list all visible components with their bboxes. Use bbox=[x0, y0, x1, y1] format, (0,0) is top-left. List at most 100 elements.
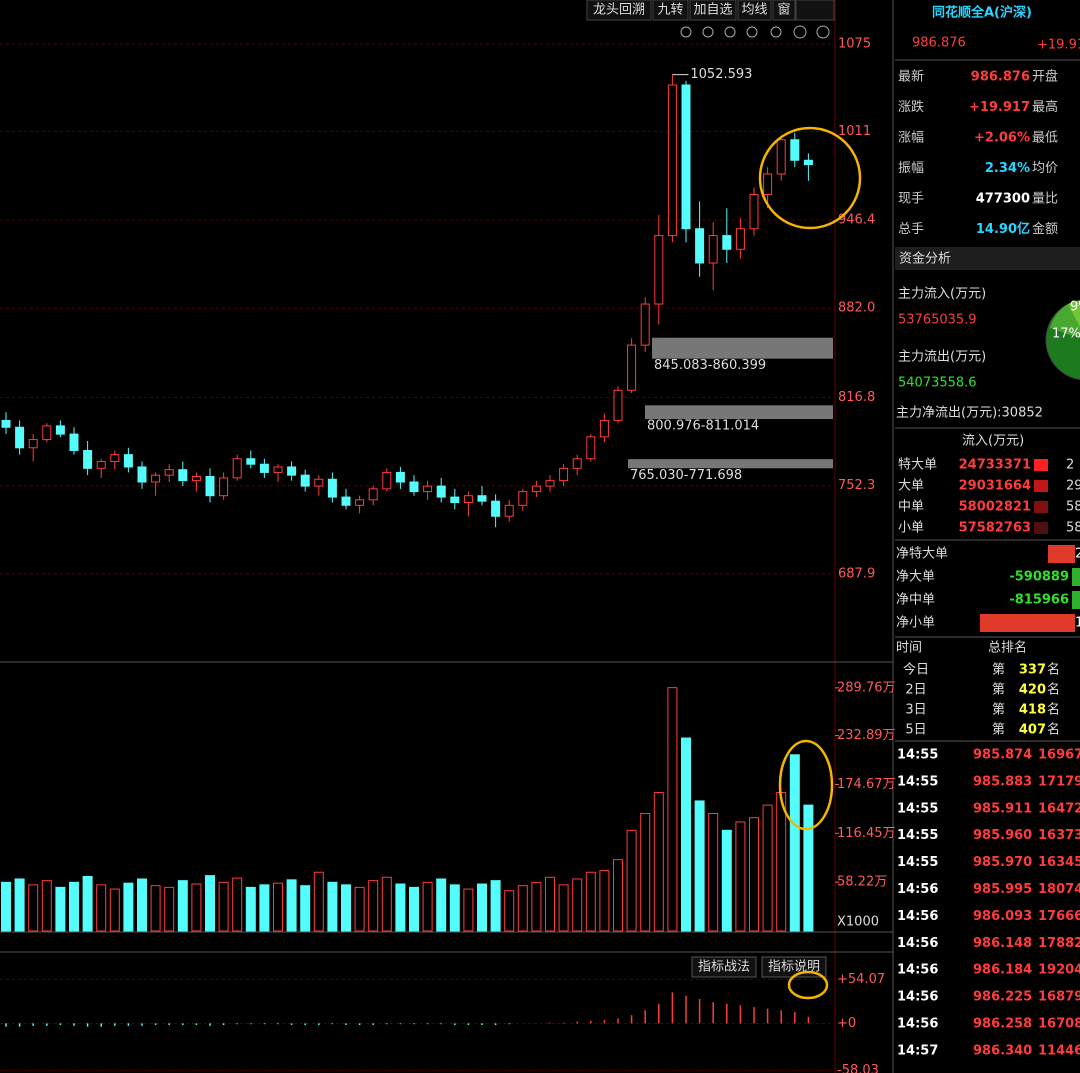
icon[interactable] bbox=[746, 26, 758, 38]
toolbar-button[interactable] bbox=[586, 0, 652, 21]
y-tick-label: 946.4 bbox=[838, 212, 875, 227]
peak-label: 1052.593 bbox=[690, 67, 752, 82]
volume-bar bbox=[286, 879, 297, 932]
tick-price: 985.883 bbox=[973, 774, 1032, 789]
candle-body bbox=[613, 389, 623, 421]
candle-body bbox=[42, 425, 52, 441]
tick-price: 986.184 bbox=[973, 963, 1032, 978]
volume-bar bbox=[490, 880, 501, 932]
rank-period: 今日 bbox=[903, 662, 929, 678]
quote-label: 涨跌 bbox=[898, 99, 924, 115]
net-value: -815966 bbox=[1009, 593, 1069, 608]
candle-body bbox=[69, 433, 79, 452]
volume-bar bbox=[585, 871, 596, 932]
toolbar-label: 加自选 bbox=[693, 3, 732, 18]
candle-body bbox=[504, 504, 514, 517]
candle-body bbox=[273, 466, 283, 473]
quote-label: 量比 bbox=[1032, 192, 1058, 207]
volume-bar bbox=[409, 886, 419, 932]
tick-time: 14:56 bbox=[897, 909, 938, 924]
volume-bar bbox=[694, 800, 705, 932]
volume-bar bbox=[477, 883, 487, 932]
rank-prefix: 第 bbox=[992, 663, 1005, 678]
tick-volume: 11446 bbox=[1038, 1043, 1080, 1058]
volume-bar bbox=[803, 804, 814, 932]
volume-bar bbox=[572, 878, 583, 932]
volume-bar bbox=[69, 881, 79, 932]
candle-body bbox=[695, 228, 705, 264]
candle-body bbox=[559, 467, 569, 482]
tick-price: 986.258 bbox=[973, 1017, 1032, 1032]
volume-bar bbox=[123, 882, 134, 932]
tick-price: 986.093 bbox=[973, 909, 1032, 924]
net-label: 净中单 bbox=[896, 593, 935, 608]
y-tick-label: +0 bbox=[837, 1016, 856, 1031]
net-bar bbox=[1072, 568, 1080, 586]
indicator-button[interactable] bbox=[691, 956, 757, 978]
tick-volume: 17882 bbox=[1038, 936, 1080, 951]
volume-bar bbox=[545, 876, 555, 932]
rank-period: 3日 bbox=[905, 703, 926, 718]
icon[interactable] bbox=[770, 26, 782, 38]
candle-body bbox=[450, 496, 460, 504]
volume-bar bbox=[749, 817, 759, 932]
price-zone bbox=[628, 459, 833, 469]
icon[interactable] bbox=[680, 26, 692, 38]
net-value: 2 bbox=[1075, 547, 1080, 562]
candle-body bbox=[287, 466, 297, 476]
icon[interactable] bbox=[816, 25, 830, 39]
icon[interactable] bbox=[724, 26, 736, 38]
volume-bar bbox=[517, 885, 528, 932]
volume-bar bbox=[381, 876, 392, 932]
candle-body bbox=[55, 425, 65, 435]
candle-body bbox=[178, 469, 188, 482]
quote-label: 总手 bbox=[898, 222, 924, 237]
flow-label: 特大单 bbox=[898, 458, 937, 473]
rank-prefix: 第 bbox=[992, 703, 1005, 718]
funds-label: 主力净流出(万元):30852 bbox=[896, 406, 1043, 421]
volume-bar bbox=[667, 687, 678, 932]
volume-bar bbox=[150, 885, 161, 932]
volume-bar bbox=[449, 884, 460, 932]
highlight-circle bbox=[758, 126, 862, 230]
quote-value: +19.917 bbox=[969, 100, 1030, 115]
candle-body bbox=[83, 450, 93, 469]
volume-bar bbox=[531, 881, 542, 932]
volume-bar bbox=[504, 890, 515, 932]
toolbar-button[interactable] bbox=[772, 0, 796, 21]
volume-bar bbox=[1, 881, 11, 932]
flow-box bbox=[1034, 480, 1048, 492]
toolbar-button[interactable] bbox=[652, 0, 689, 21]
flow-box bbox=[1034, 522, 1048, 534]
volume-bar bbox=[341, 884, 351, 932]
tick-time: 14:55 bbox=[897, 801, 938, 816]
tick-volume: 17666 bbox=[1038, 909, 1080, 924]
candle-body bbox=[110, 454, 120, 462]
candle-body bbox=[259, 463, 269, 473]
icon[interactable] bbox=[702, 26, 714, 38]
toolbar-button[interactable] bbox=[689, 0, 737, 21]
net-label: 净大单 bbox=[896, 570, 935, 585]
toolbar-button[interactable] bbox=[737, 0, 772, 21]
candle-body bbox=[531, 485, 541, 493]
tick-time: 14:55 bbox=[897, 774, 938, 789]
volume-bar bbox=[626, 829, 637, 932]
candle-body bbox=[15, 426, 25, 449]
volume-bar bbox=[463, 888, 474, 932]
toolbar-button[interactable] bbox=[795, 0, 835, 21]
y-tick-label: 174.67万 bbox=[837, 777, 896, 792]
volume-bar bbox=[558, 884, 569, 932]
volume-bar bbox=[218, 881, 229, 932]
rank-value: 337 bbox=[1019, 663, 1046, 678]
toolbar-label: 龙头回溯 bbox=[593, 2, 645, 18]
tick-time: 14:56 bbox=[897, 963, 938, 978]
icon[interactable] bbox=[793, 25, 807, 39]
volume-bar bbox=[14, 878, 25, 932]
quote-value: +2.06% bbox=[974, 131, 1030, 146]
candle-body bbox=[803, 159, 813, 166]
candle-body bbox=[599, 419, 609, 438]
volume-bar bbox=[177, 880, 188, 932]
y-tick-label: +54.07 bbox=[837, 972, 885, 987]
section-title: 资金分析 bbox=[899, 251, 951, 267]
tick-time: 14:55 bbox=[897, 828, 938, 843]
